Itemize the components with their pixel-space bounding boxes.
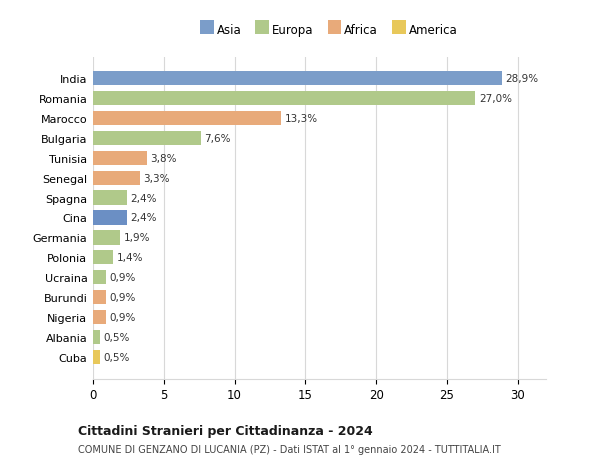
Text: 1,9%: 1,9%: [124, 233, 150, 243]
Bar: [93, 231, 120, 245]
Text: 7,6%: 7,6%: [204, 134, 230, 144]
Text: 0,9%: 0,9%: [109, 292, 136, 302]
Text: 28,9%: 28,9%: [506, 74, 539, 84]
Text: COMUNE DI GENZANO DI LUCANIA (PZ) - Dati ISTAT al 1° gennaio 2024 - TUTTITALIA.I: COMUNE DI GENZANO DI LUCANIA (PZ) - Dati…: [78, 444, 501, 454]
Bar: [93, 92, 475, 106]
Bar: [93, 132, 200, 146]
Text: 0,9%: 0,9%: [109, 312, 136, 322]
Text: 2,4%: 2,4%: [131, 213, 157, 223]
Text: 13,3%: 13,3%: [285, 114, 318, 124]
Text: 3,3%: 3,3%: [143, 174, 170, 183]
Bar: [93, 151, 147, 166]
Bar: [93, 350, 100, 364]
Text: Cittadini Stranieri per Cittadinanza - 2024: Cittadini Stranieri per Cittadinanza - 2…: [78, 425, 373, 437]
Text: 2,4%: 2,4%: [131, 193, 157, 203]
Bar: [93, 72, 502, 86]
Legend: Asia, Europa, Africa, America: Asia, Europa, Africa, America: [197, 22, 460, 39]
Bar: [93, 270, 106, 285]
Bar: [93, 310, 106, 325]
Bar: [93, 191, 127, 205]
Text: 3,8%: 3,8%: [151, 153, 177, 163]
Text: 1,4%: 1,4%: [116, 253, 143, 263]
Text: 27,0%: 27,0%: [479, 94, 512, 104]
Bar: [93, 330, 100, 344]
Bar: [93, 211, 127, 225]
Text: 0,9%: 0,9%: [109, 273, 136, 283]
Text: 0,5%: 0,5%: [104, 332, 130, 342]
Bar: [93, 290, 106, 304]
Bar: [93, 171, 140, 185]
Text: 0,5%: 0,5%: [104, 352, 130, 362]
Bar: [93, 112, 281, 126]
Bar: [93, 251, 113, 265]
